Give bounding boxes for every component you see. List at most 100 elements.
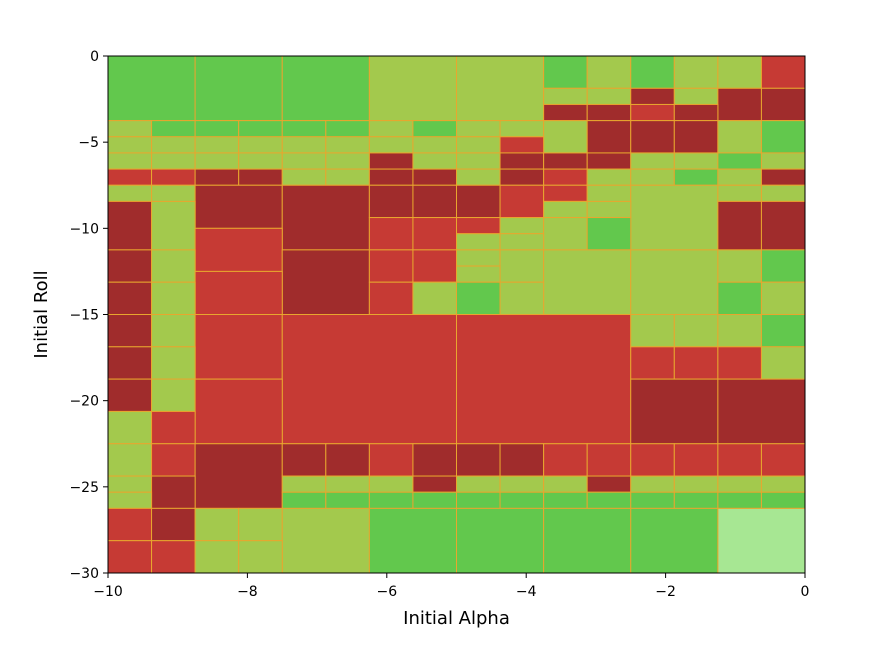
heatmap-cell — [412, 184, 458, 219]
heatmap-cells — [107, 55, 806, 574]
heatmap-cell — [543, 55, 588, 89]
y-tick-label: −15 — [69, 308, 99, 324]
heatmap-cell — [107, 378, 153, 412]
y-axis-label: Initial Roll — [31, 270, 52, 358]
heatmap-cell — [194, 184, 283, 229]
heatmap-cell — [456, 217, 501, 235]
heatmap-cell — [717, 168, 762, 186]
heatmap-cell — [456, 136, 501, 154]
heatmap-cell — [107, 200, 153, 251]
heatmap-cell — [368, 168, 414, 186]
heatmap-cell — [456, 249, 501, 267]
heatmap-cell — [107, 475, 153, 493]
heatmap-cell — [325, 152, 370, 170]
heatmap-cell — [673, 491, 719, 509]
heatmap-cell — [717, 314, 762, 348]
heatmap-cell — [499, 136, 545, 154]
heatmap-cell — [673, 120, 719, 154]
heatmap-cell — [151, 200, 196, 251]
heatmap-cell — [717, 491, 762, 509]
heatmap-cell — [543, 103, 588, 122]
heatmap-cell — [368, 491, 414, 509]
heatmap-cell — [281, 507, 370, 574]
heatmap-cell — [456, 233, 501, 251]
heatmap-cell — [673, 346, 719, 380]
heatmap-cell — [630, 249, 719, 316]
heatmap-cell — [281, 314, 457, 445]
heatmap-cell — [760, 491, 806, 509]
heatmap-cell — [238, 540, 283, 574]
heatmap-cell — [630, 507, 719, 574]
heatmap-cell — [586, 55, 632, 89]
heatmap-cell — [325, 475, 370, 493]
heatmap-cell — [630, 87, 675, 105]
heatmap-cell — [194, 55, 283, 122]
heatmap-cell — [325, 120, 370, 138]
heatmap-cell — [499, 120, 545, 138]
x-tick-label: 0 — [801, 584, 810, 600]
heatmap-cell — [717, 120, 762, 154]
heatmap-cell — [543, 200, 588, 219]
heatmap-cell — [151, 249, 196, 283]
heatmap-cell — [760, 281, 806, 316]
heatmap-cell — [499, 152, 545, 170]
heatmap-cell — [543, 249, 632, 316]
y-tick-label: −20 — [69, 394, 99, 410]
heatmap-cell — [107, 410, 153, 445]
heatmap-cell — [368, 136, 414, 154]
heatmap-cell — [717, 475, 762, 493]
heatmap-cell — [586, 87, 632, 105]
heatmap-cell — [543, 87, 588, 105]
heatmap-cell — [325, 168, 370, 186]
heatmap-cell — [543, 184, 588, 202]
heatmap-cell — [586, 475, 632, 493]
heatmap-cell — [717, 87, 762, 122]
heatmap-cell — [630, 120, 675, 154]
heatmap-cell — [412, 249, 458, 283]
heatmap-cell — [368, 55, 458, 122]
heatmap-cell — [281, 55, 370, 122]
heatmap-cell — [673, 152, 719, 170]
heatmap-cell — [499, 184, 545, 219]
heatmap-cell — [412, 217, 458, 251]
heatmap-cell — [543, 152, 588, 170]
heatmap-cell — [368, 184, 414, 219]
heatmap-cell — [281, 184, 370, 251]
heatmap-cell — [673, 168, 719, 186]
heatmap-cell — [717, 346, 762, 380]
x-tick-label: −6 — [376, 584, 397, 600]
heatmap-cell — [194, 540, 240, 574]
heatmap-cell — [673, 103, 719, 122]
heatmap-cell — [412, 491, 458, 509]
heatmap-cell — [107, 184, 153, 202]
heatmap-cell — [456, 475, 501, 493]
heatmap-cell — [760, 443, 806, 477]
x-tick-label: −8 — [237, 584, 258, 600]
heatmap-cell — [151, 281, 196, 316]
heatmap-cell — [586, 120, 632, 154]
heatmap-cell — [194, 443, 283, 509]
heatmap-cell — [543, 491, 588, 509]
heatmap-cell — [151, 120, 196, 138]
heatmap-cell — [499, 475, 545, 493]
y-tick-label: 0 — [90, 49, 99, 65]
heatmap-cell — [151, 443, 196, 477]
y-tick-label: −30 — [69, 566, 99, 582]
heatmap-cell — [107, 55, 196, 122]
y-tick-label: −10 — [69, 221, 99, 237]
heatmap-cell — [281, 136, 327, 154]
heatmap-cell — [456, 507, 545, 574]
heatmap-cell — [630, 475, 675, 493]
heatmap-cell — [456, 120, 501, 138]
heatmap-cell — [543, 507, 632, 574]
y-tick-label: −25 — [69, 480, 99, 496]
heatmap-cell — [673, 87, 719, 105]
heatmap-cell — [630, 184, 719, 251]
heatmap-cell — [673, 443, 719, 477]
heatmap-cell — [760, 249, 806, 283]
axis-ticks: −10 −8 −6 −4 −2 00−5−10−15−20−25−30 — [69, 49, 809, 600]
heatmap-cell — [630, 346, 675, 380]
heatmap-cell — [368, 249, 414, 283]
heatmap-cell — [630, 103, 675, 122]
